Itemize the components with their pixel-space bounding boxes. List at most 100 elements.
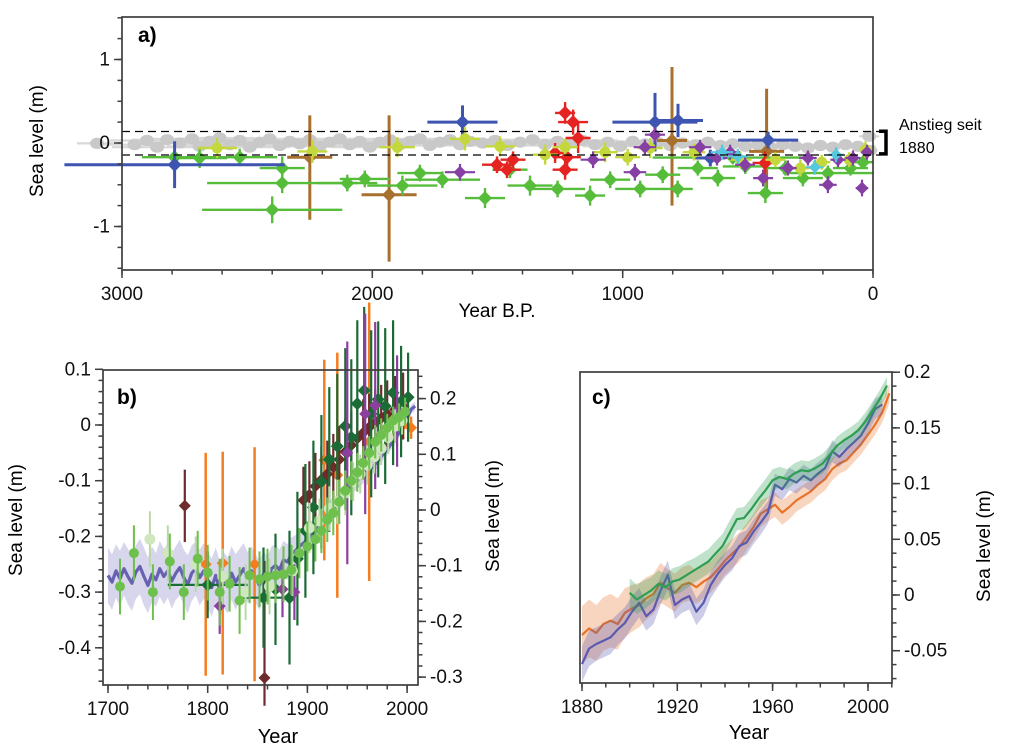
data-point: [525, 134, 540, 146]
data-point: [310, 534, 321, 545]
annotation-line-1: Anstieg seit: [899, 117, 982, 134]
data-point: [566, 115, 581, 130]
tick-label: -0.3: [430, 667, 463, 688]
data-point: [364, 447, 375, 458]
tick-label: 0.15: [904, 418, 941, 439]
data-point: [671, 113, 685, 128]
x-axis-b: 1700 1800 1900 2000: [87, 685, 428, 720]
data-point: [370, 436, 381, 447]
data-point: [788, 140, 803, 152]
data-point: [559, 141, 571, 153]
data-point: [167, 157, 182, 172]
panel-a-label: a): [138, 24, 157, 47]
data-point: [558, 105, 573, 120]
data-point: [583, 188, 598, 203]
data-point: [248, 558, 261, 571]
data-point: [264, 581, 275, 592]
data-point: [453, 165, 467, 179]
data-point: [369, 399, 382, 412]
tick-label: 1000: [602, 284, 644, 305]
data-point: [625, 135, 640, 147]
panel-a-xlabel: Year B.P.: [458, 301, 536, 322]
panel-c-xlabel: Year: [728, 722, 770, 744]
tick-label: 0.2: [430, 389, 456, 410]
data-point: [613, 140, 628, 152]
data-point: [224, 578, 235, 589]
data-point: [90, 137, 104, 149]
tick-label: 0.05: [904, 529, 941, 550]
panel-c: [579, 371, 893, 684]
data-point: [769, 154, 781, 166]
data-point: [178, 587, 189, 598]
tick-label: 1: [99, 50, 110, 71]
data-point: [830, 148, 842, 161]
data-point: [600, 136, 615, 148]
data-point: [294, 548, 305, 559]
data-point: [359, 407, 372, 420]
data-point: [160, 134, 175, 146]
data-point: [352, 135, 367, 147]
data-point: [214, 587, 225, 598]
data-point: [523, 178, 537, 193]
data-point: [164, 556, 175, 567]
data-point: [242, 141, 257, 153]
data-point: [435, 172, 450, 187]
tick-label: 0: [80, 415, 91, 436]
data-point: [262, 133, 277, 145]
data-point: [775, 139, 790, 151]
data-point: [382, 422, 393, 433]
data-point: [378, 399, 392, 413]
tick-label: -0.4: [58, 638, 91, 659]
data-point: [603, 172, 618, 187]
rise-since-1880-annotation: Anstieg seit 1880: [899, 114, 982, 160]
data-point: [494, 140, 506, 152]
tick-label: 0: [430, 500, 441, 521]
data-point: [586, 153, 600, 167]
data-point: [341, 446, 354, 459]
data-point: [358, 457, 369, 468]
data-point: [330, 439, 344, 453]
data-point: [240, 586, 252, 598]
data-point: [710, 171, 725, 186]
data-point: [655, 167, 670, 182]
data-point: [275, 176, 290, 191]
data-point: [234, 595, 245, 606]
data-point: [192, 151, 207, 165]
series-light-green-proxy: [115, 397, 411, 634]
data-point: [350, 397, 364, 411]
tick-label: 1880: [561, 697, 603, 718]
data-point: [490, 157, 504, 172]
data-point: [412, 166, 427, 181]
panel-b: [102, 302, 419, 706]
tick-label: -0.05: [904, 641, 947, 662]
data-point: [303, 522, 315, 534]
data-point: [628, 165, 642, 179]
data-point: [648, 115, 662, 130]
data-point: [571, 131, 586, 145]
data-point: [185, 133, 200, 145]
data-point: [338, 419, 352, 433]
data-point: [262, 571, 273, 582]
data-point: [328, 508, 339, 518]
data-point: [346, 475, 357, 486]
tick-label: -0.2: [430, 611, 463, 632]
tick-label: -0.2: [58, 526, 91, 547]
series-cyan-diamonds: [710, 144, 844, 175]
data-point: [731, 150, 744, 163]
data-point: [459, 133, 471, 145]
data-point: [147, 587, 158, 598]
tick-label: 1920: [656, 697, 698, 718]
data-point: [265, 202, 280, 217]
tick-label: 2000: [351, 284, 393, 305]
tick-label: 0: [868, 284, 879, 305]
data-point: [478, 191, 492, 206]
data-point: [820, 166, 835, 181]
panel-a-ylabel: Sea level (m): [27, 85, 48, 197]
y-axis-left-a: 1 0 -1: [93, 17, 122, 270]
x-axis-a: 3000 2000 1000 0: [101, 270, 878, 305]
data-point: [816, 156, 828, 168]
data-point: [693, 140, 707, 154]
tick-label: 2000: [386, 699, 428, 720]
